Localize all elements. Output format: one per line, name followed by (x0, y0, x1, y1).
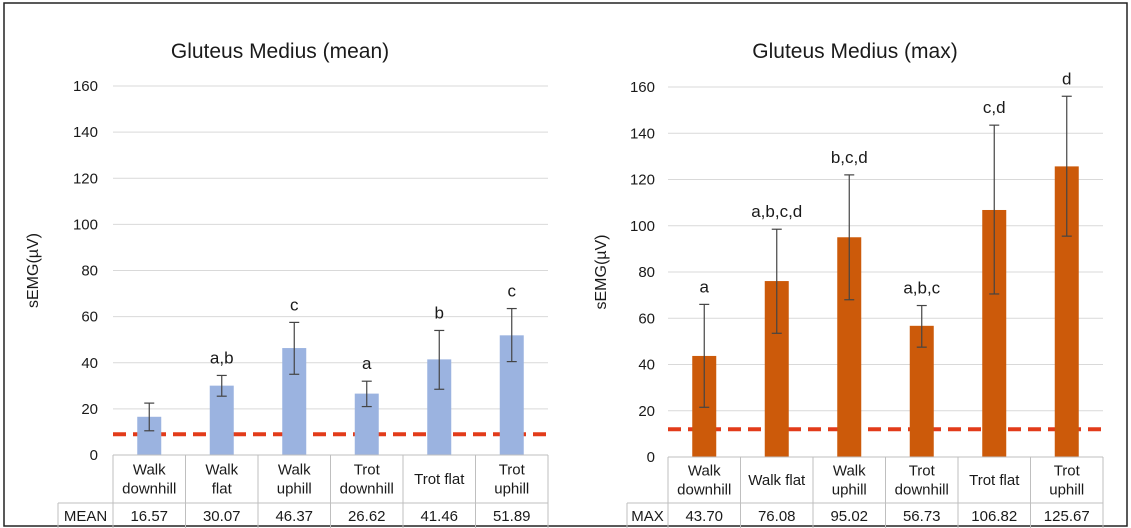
chart-title: Gluteus Medius (max) (752, 40, 957, 63)
table-row-label: MAX (631, 508, 664, 525)
significance-letter: a (700, 277, 710, 296)
category-label: Walk (205, 462, 238, 479)
category-label: uphill (277, 481, 312, 498)
significance-letter: c,d (983, 98, 1006, 117)
table-value: 46.37 (275, 508, 313, 525)
category-label: downhill (677, 482, 731, 499)
y-tick-label: 120 (630, 172, 655, 189)
y-axis-label: sEMG(µV) (25, 233, 42, 308)
category-label: Trot (354, 462, 381, 479)
y-tick-label: 160 (73, 78, 98, 95)
significance-letter: c (508, 282, 517, 301)
y-tick-label: 100 (73, 216, 98, 233)
y-tick-label: 120 (73, 170, 98, 187)
y-tick-label: 20 (638, 403, 655, 420)
category-label: Walk flat (748, 472, 806, 489)
significance-letter: d (1062, 69, 1071, 88)
category-label: downhill (340, 481, 394, 498)
chart-panel-max: Gluteus Medius (max) sEMG(µV) 0 20 40 60 80 100… (593, 40, 1104, 528)
table-row-label: MEAN (64, 508, 107, 525)
y-tick-label: 100 (630, 218, 655, 235)
category-label: downhill (122, 481, 176, 498)
category-label: downhill (895, 482, 949, 499)
category-label: Walk (278, 462, 311, 479)
chart-title: Gluteus Medius (mean) (171, 40, 389, 63)
significance-letter: b (435, 303, 444, 322)
table-value: 125.67 (1044, 508, 1090, 525)
significance-letter: b,c,d (831, 148, 868, 167)
y-tick-label: 40 (638, 357, 655, 374)
category-label: flat (212, 481, 233, 498)
bar (209, 385, 234, 455)
significance-letter: a (362, 354, 372, 373)
table-value: 43.70 (685, 508, 723, 525)
significance-letter: a,b,c (903, 279, 940, 298)
y-tick-label: 40 (81, 355, 98, 372)
y-tick-label: 80 (638, 264, 655, 281)
category-label: Walk (133, 462, 166, 479)
figure-border (3, 2, 1128, 527)
significance-letter: a,b,c,d (751, 202, 802, 221)
category-label: Trot (1054, 463, 1081, 480)
table-value: 106.82 (971, 508, 1017, 525)
table-value: 41.46 (420, 508, 458, 525)
category-label: Walk (688, 463, 721, 480)
category-label: uphill (1049, 482, 1084, 499)
table-value: 95.02 (830, 508, 868, 525)
y-tick-label: 0 (90, 447, 98, 464)
table-value: 30.07 (203, 508, 241, 525)
y-tick-label: 60 (81, 309, 98, 326)
table-value: 76.08 (758, 508, 796, 525)
table-value: 51.89 (493, 508, 531, 525)
category-label: Trot flat (414, 471, 465, 488)
category-label: Trot flat (969, 472, 1020, 489)
chart-panel-mean: Gluteus Medius (mean) sEMG(µV) 0 20 40 60 80 10… (25, 40, 549, 528)
y-axis-label: sEMG(µV) (593, 235, 610, 310)
y-tick-label: 160 (630, 79, 655, 96)
y-tick-label: 20 (81, 401, 98, 418)
significance-letter: a,b (210, 348, 234, 367)
table-value: 26.62 (348, 508, 386, 525)
table-value: 56.73 (903, 508, 941, 525)
category-label: uphill (832, 482, 867, 499)
table-value: 16.57 (130, 508, 168, 525)
y-tick-label: 0 (647, 449, 655, 466)
y-tick-label: 60 (638, 310, 655, 327)
category-label: uphill (494, 481, 529, 498)
category-label: Trot (499, 462, 526, 479)
y-tick-label: 140 (73, 124, 98, 141)
y-tick-label: 80 (81, 263, 98, 280)
significance-letter: c (290, 295, 299, 314)
category-label: Trot (909, 463, 936, 480)
y-tick-label: 140 (630, 125, 655, 142)
category-label: Walk (833, 463, 866, 480)
